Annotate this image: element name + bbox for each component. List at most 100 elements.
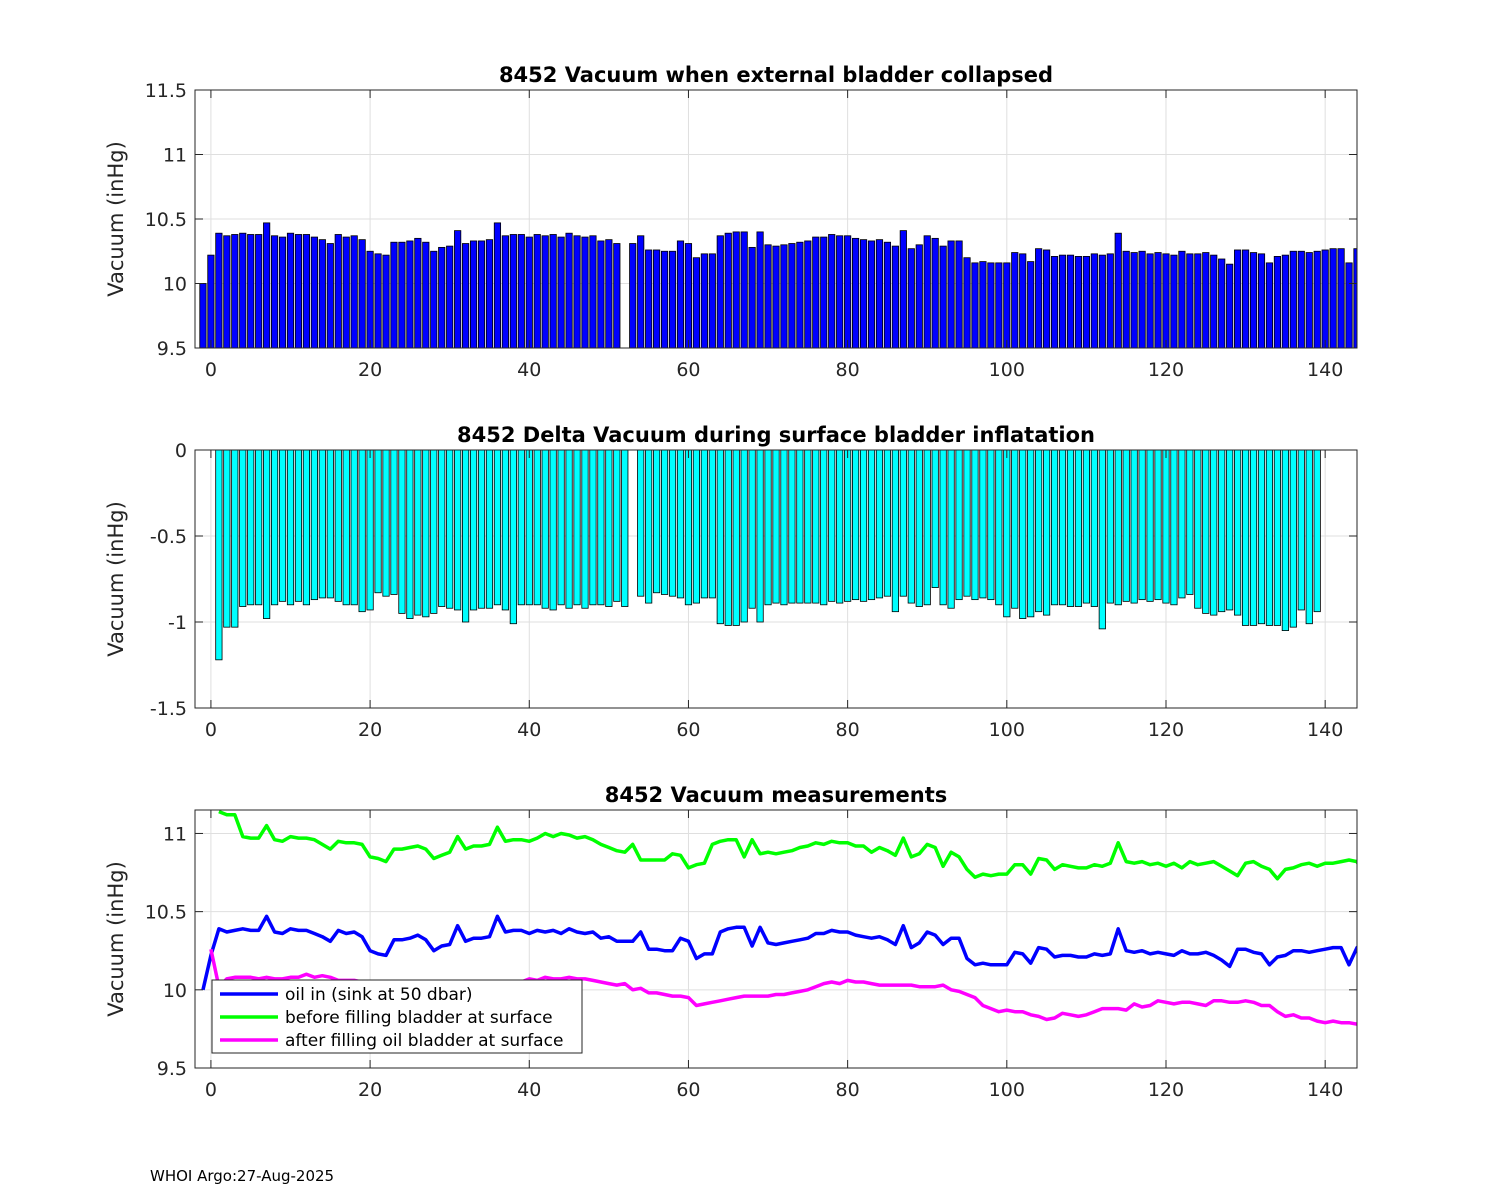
bar: [382, 254, 390, 348]
bar: [971, 450, 979, 601]
bar: [310, 236, 318, 348]
bar: [1170, 254, 1178, 348]
x-tick-label: 0: [205, 719, 217, 741]
bar: [549, 450, 557, 611]
bar: [1122, 250, 1130, 348]
bar: [477, 240, 486, 348]
bar: [796, 241, 804, 348]
plot-content: [199, 222, 1357, 348]
series-line-1: [201, 914, 1357, 991]
bar: [947, 240, 955, 348]
bar: [1154, 450, 1162, 601]
bar: [294, 450, 303, 602]
bar: [366, 450, 374, 611]
bar: [828, 234, 836, 348]
bar: [780, 244, 788, 348]
bar: [247, 450, 255, 606]
bar: [462, 450, 470, 623]
bar: [979, 261, 987, 348]
bar: [1257, 253, 1266, 348]
bar: [438, 450, 446, 607]
bar: [541, 450, 549, 609]
bar: [740, 450, 748, 623]
bar: [501, 235, 509, 348]
bar: [1146, 253, 1154, 348]
bar: [454, 230, 462, 348]
bar: [963, 450, 971, 597]
bar: [390, 241, 398, 348]
x-tick-label: 80: [836, 1079, 860, 1101]
bar: [374, 450, 382, 594]
bar: [525, 450, 533, 606]
bar: [637, 235, 645, 348]
bar: [700, 253, 708, 348]
bar: [1202, 450, 1210, 614]
chart-panel-3: 0 20 40 60 80 100 120 140 9.5 10 10.5 11 8452 Vacuum…: [104, 783, 1358, 1101]
bar: [1321, 249, 1329, 348]
bar: [772, 245, 780, 348]
x-tick-label: 100: [989, 719, 1025, 741]
y-axis-label: Vacuum (inHg): [104, 501, 128, 657]
bar: [780, 450, 788, 606]
bar: [1050, 450, 1059, 606]
bar: [597, 240, 605, 348]
x-tick-label: 40: [517, 359, 541, 381]
bar: [1210, 450, 1218, 616]
bar: [899, 450, 907, 597]
bar: [995, 450, 1003, 606]
bar: [469, 450, 478, 611]
bar: [326, 450, 334, 599]
bar: [454, 450, 462, 611]
bar: [286, 450, 295, 606]
bar: [414, 450, 422, 616]
bar: [446, 450, 454, 609]
chart-title: 8452 Vacuum measurements: [605, 783, 948, 807]
chart-title: 8452 Delta Vacuum during surface bladder…: [457, 423, 1095, 447]
bar: [748, 450, 756, 609]
bar: [844, 235, 852, 348]
bar: [1297, 450, 1305, 611]
bar: [820, 236, 828, 348]
bar: [581, 236, 589, 348]
bar: [263, 450, 271, 619]
bar: [764, 450, 772, 606]
legend-label: oil in (sink at 50 dbar): [285, 985, 473, 1005]
bar: [708, 253, 716, 348]
bar: [1114, 232, 1122, 348]
bar: [493, 222, 502, 348]
x-tick-label: 20: [358, 719, 382, 741]
bar: [923, 235, 931, 348]
bar: [1050, 256, 1059, 348]
bar: [485, 239, 494, 348]
bar: [700, 450, 708, 599]
bar: [796, 450, 804, 604]
y-tick-label: 11: [163, 823, 187, 845]
bar: [1027, 261, 1035, 348]
bar: [1058, 450, 1067, 606]
bar: [398, 450, 406, 614]
bar: [660, 450, 669, 595]
bar: [422, 241, 430, 348]
bar: [565, 450, 573, 609]
bar: [406, 240, 414, 348]
chart-panel-1: 0 20 40 60 80 100 120 140 9.5 10 10.5 11 11.5 8452 Va…: [104, 63, 1358, 381]
bar: [995, 262, 1003, 348]
bar: [756, 231, 764, 348]
bar: [708, 450, 716, 599]
y-axis-label: Vacuum (inHg): [104, 141, 128, 297]
x-tick-label: 80: [836, 359, 860, 381]
x-tick-label: 20: [358, 359, 382, 381]
bar: [852, 237, 860, 348]
bar: [1194, 253, 1202, 348]
bar: [1289, 250, 1297, 348]
bar: [859, 450, 868, 602]
bar: [931, 237, 939, 348]
bar: [613, 450, 621, 602]
bar: [1194, 450, 1202, 609]
bar: [931, 450, 939, 589]
y-tick-label: 11: [163, 145, 187, 167]
x-tick-label: 60: [676, 719, 700, 741]
bar: [756, 450, 764, 623]
y-tick-label: -1: [168, 612, 187, 634]
bar: [1138, 250, 1146, 348]
